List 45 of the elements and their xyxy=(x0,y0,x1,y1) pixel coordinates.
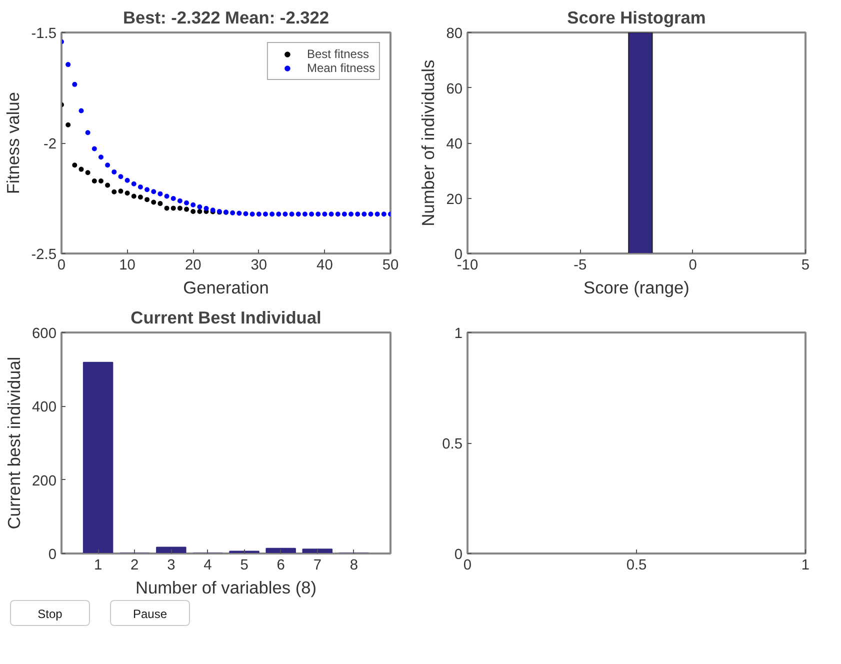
x-tick-label: 20 xyxy=(184,258,202,274)
x-tick-label: 10 xyxy=(119,258,136,274)
chart-title: Score Histogram xyxy=(567,8,706,28)
y-tick-label: 20 xyxy=(446,192,463,208)
x-tick-label: 0.5 xyxy=(626,558,647,574)
legend-label: Best fitness xyxy=(306,47,369,61)
legend-label: Mean fitness xyxy=(306,61,375,75)
x-tick-label: 5 xyxy=(801,258,810,274)
y-tick-label: 400 xyxy=(32,400,57,416)
y-tick-label: -2.5 xyxy=(31,247,57,263)
x-tick-label: 2 xyxy=(130,558,139,574)
x-axis-title: Generation xyxy=(183,278,269,298)
y-tick-label: 0 xyxy=(48,547,57,563)
x-tick-label: -5 xyxy=(574,258,587,274)
x-tick-label: 1 xyxy=(801,558,810,574)
x-tick-label: 3 xyxy=(167,558,176,574)
y-tick-label: 60 xyxy=(446,81,463,98)
chart-title: Best: -2.322 Mean: -2.322 xyxy=(122,8,330,28)
text: Stop xyxy=(10,600,90,626)
x-tick-label: 8 xyxy=(350,558,358,574)
x-tick-label: 30 xyxy=(250,258,268,274)
x-tick-label: 6 xyxy=(276,558,285,574)
y-tick-label: 200 xyxy=(32,473,57,490)
y-tick-label: 0.5 xyxy=(442,436,462,452)
x-axis-title: Score (range) xyxy=(584,278,690,298)
chart-title: Current Best Individual xyxy=(130,308,322,328)
x-tick-label: 1 xyxy=(94,558,102,574)
x-axis-title: Number of variables (8) xyxy=(135,578,317,598)
x-tick-label: 50 xyxy=(382,258,399,274)
y-axis-title: Fitness value xyxy=(3,92,24,194)
x-tick-label: 5 xyxy=(240,558,248,574)
y-tick-label: 40 xyxy=(446,136,463,152)
y-tick-label: 600 xyxy=(32,326,57,342)
x-tick-label: 0 xyxy=(688,258,697,274)
x-tick-label: 7 xyxy=(313,558,322,574)
y-tick-label: 1 xyxy=(454,326,463,342)
y-tick-label: -1.5 xyxy=(31,26,57,42)
x-tick-label: 40 xyxy=(316,258,333,274)
x-tick-label: 4 xyxy=(204,558,212,574)
y-tick-label: 0 xyxy=(454,547,463,563)
text: Pause xyxy=(110,600,190,626)
y-axis-title: Current best individual xyxy=(4,356,24,530)
y-tick-label: -2 xyxy=(43,136,57,152)
y-tick-label: 80 xyxy=(446,26,463,42)
y-axis-title: Number of individuals xyxy=(418,59,438,226)
